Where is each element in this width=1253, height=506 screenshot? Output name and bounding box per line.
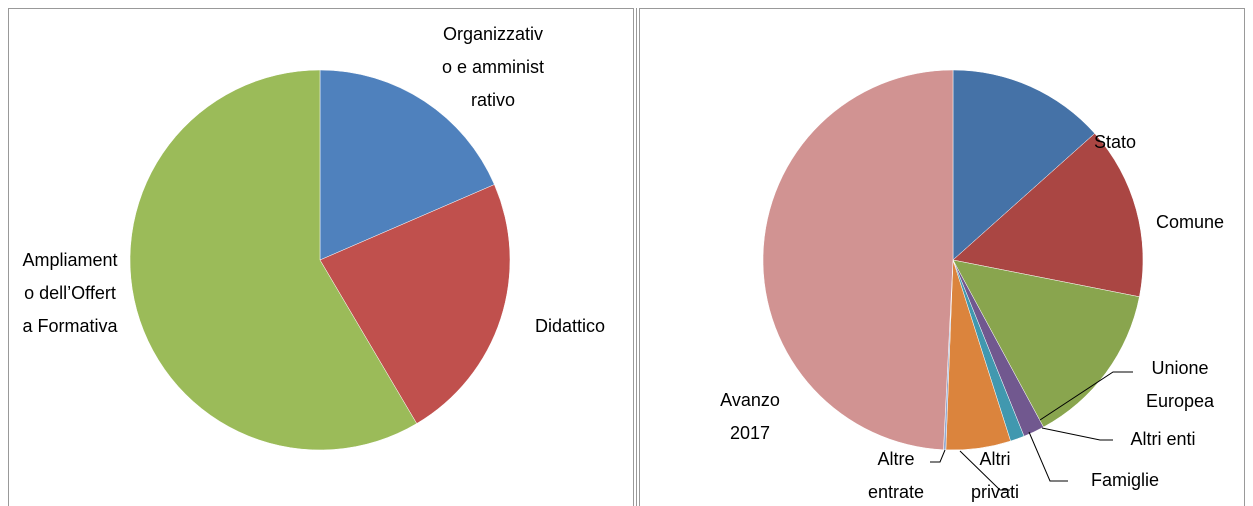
leader-line	[1028, 431, 1068, 482]
slice-label: Organizzativo e amministrativo	[441, 24, 545, 110]
pie-slice	[762, 69, 954, 451]
leader-line	[959, 450, 1010, 491]
slice-label: Altre entrate	[867, 449, 925, 502]
slice-label: Ampliamento dell’Offerta Formativa	[22, 250, 118, 336]
slice-label: Comune	[1155, 212, 1225, 232]
slice-label: Famiglie	[1090, 470, 1160, 490]
pie-slice	[952, 133, 1144, 298]
leader-line	[930, 449, 946, 463]
pie-slice	[129, 69, 418, 451]
pie-slice	[319, 69, 495, 261]
pie-slice	[319, 184, 511, 424]
panel-border	[639, 8, 1245, 506]
slice-label: Altri enti	[1130, 429, 1196, 449]
slice-label: Altri privati	[970, 449, 1019, 502]
slice-label: Unione Europea	[1145, 358, 1215, 411]
pie-slice	[952, 69, 1096, 261]
leader-line	[1039, 371, 1133, 421]
slice-label: Didattico	[534, 316, 606, 336]
slice-label: Avanzo 2017	[720, 390, 780, 443]
leader-line	[1041, 427, 1113, 441]
panel-border	[8, 8, 634, 506]
slice-label: Stato	[1093, 132, 1137, 152]
